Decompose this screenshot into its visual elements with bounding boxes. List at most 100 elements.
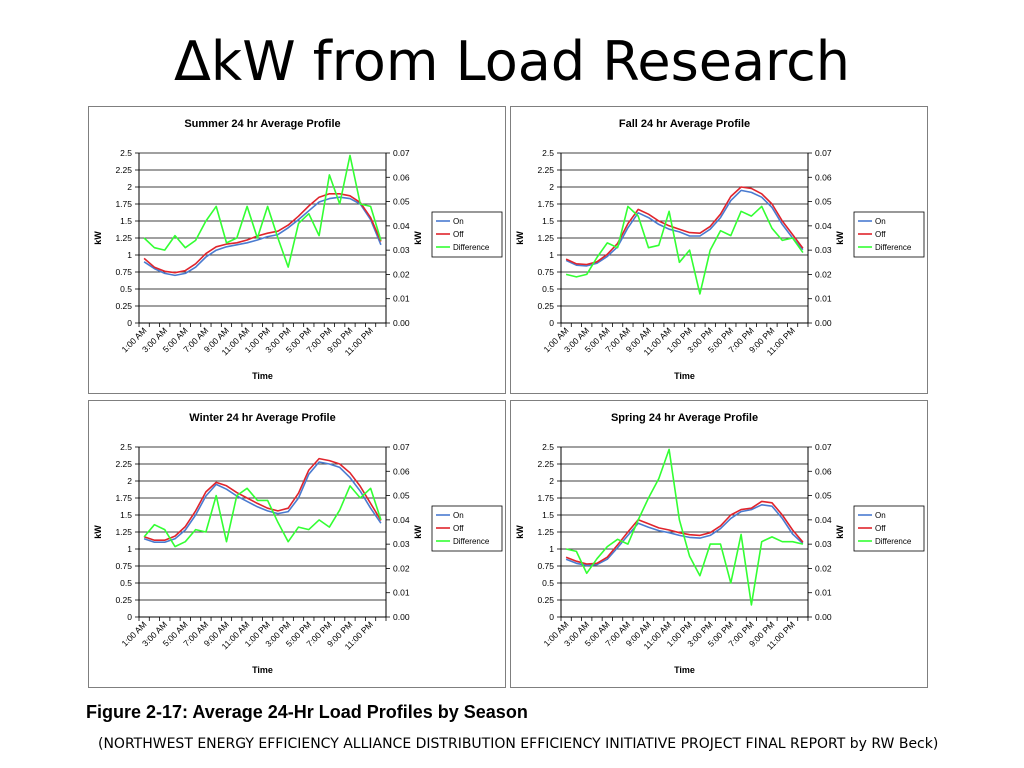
chart-title: Winter 24 hr Average Profile [189,412,335,424]
slide-title: ΔkW from Load Research [173,30,850,93]
y2-tick-label: 0.06 [393,172,410,182]
y-tick-label: 1 [549,544,554,554]
y2-tick-label: 0.05 [815,197,832,207]
y2-tick-label: 0.03 [393,539,410,549]
source-note: (NORTHWEST ENERGY EFFICIENCY ALLIANCE DI… [98,736,939,752]
y-tick-label: 0.25 [115,301,132,311]
y2-tick-label: 0.02 [393,563,410,573]
y2-tick-label: 0.03 [815,539,832,549]
y2-tick-label: 0.02 [815,269,832,279]
y2-tick-label: 0.07 [815,442,832,452]
y-tick-label: 0.5 [542,284,554,294]
y2-tick-label: 0.05 [393,491,410,501]
y-tick-label: 1 [127,544,132,554]
legend-label: Difference [453,537,490,546]
y2-tick-label: 0.04 [815,515,832,525]
y2-tick-label: 0.06 [815,172,832,182]
y-tick-label: 2.5 [120,148,132,158]
y-axis-title: kW [515,525,525,539]
series-line-difference [565,448,804,606]
y-tick-label: 1.75 [115,493,132,503]
series-line-on [143,461,382,543]
legend-label: Off [453,230,464,239]
y-tick-label: 0.5 [542,578,554,588]
spring-chart-panel: Spring 24 hr Average Profile 0 0.25 0.5 0.75… [510,400,928,688]
x-axis-title: Time [252,665,273,675]
series-line-difference [143,154,382,268]
legend-label: On [453,511,464,520]
y-tick-label: 1.5 [542,510,554,520]
y2-tick-label: 0.01 [815,294,832,304]
y-tick-label: 1.5 [120,216,132,226]
y2-tick-label: 0.00 [393,612,410,622]
y2-tick-label: 0.07 [393,148,410,158]
legend-label: On [875,511,886,520]
y-tick-label: 0.75 [115,561,132,571]
series-line-on [565,504,804,567]
y-tick-label: 0.25 [537,301,554,311]
y2-tick-label: 0.00 [393,318,410,328]
y2-tick-label: 0.00 [815,318,832,328]
y2-tick-label: 0.04 [393,515,410,525]
fall-load-profile-chart: Fall 24 hr Average Profile 0 0.25 0.5 0.75 1 1… [515,118,925,381]
y-tick-label: 0 [127,318,132,328]
y-tick-label: 2.25 [537,459,554,469]
fall-chart-panel: Fall 24 hr Average Profile 0 0.25 0.5 0.75 1 1… [510,106,928,394]
series-line-difference [143,485,382,548]
y-tick-label: 1.5 [120,510,132,520]
y2-tick-label: 0.03 [815,245,832,255]
y-tick-label: 2.5 [542,442,554,452]
y-tick-label: 1.25 [537,527,554,537]
y-tick-label: 0.75 [537,561,554,571]
figure-caption: Figure 2-17: Average 24-Hr Load Profiles… [86,702,528,722]
y-axis-title: kW [93,525,103,539]
chart-title: Fall 24 hr Average Profile [619,118,750,130]
y-tick-label: 1.25 [537,233,554,243]
y-tick-label: 0 [549,612,554,622]
winter-chart-panel: Winter 24 hr Average Profile 0 0.25 0.5 0.75… [88,400,506,688]
spring-load-profile-chart: Spring 24 hr Average Profile 0 0.25 0.5 0.75… [515,412,925,675]
y2-tick-label: 0.03 [393,245,410,255]
y-tick-label: 1 [549,250,554,260]
series-line-off [143,193,382,274]
chart-title: Spring 24 hr Average Profile [611,412,758,424]
y-tick-label: 1.75 [115,199,132,209]
y-tick-label: 2.25 [115,165,132,175]
series-line-off [565,500,804,565]
winter-load-profile-chart: Winter 24 hr Average Profile 0 0.25 0.5 0.75… [93,412,503,675]
y-tick-label: 0 [127,612,132,622]
y2-tick-label: 0.06 [815,466,832,476]
y-tick-label: 1.75 [537,493,554,503]
y-tick-label: 2 [127,476,132,486]
y2-tick-label: 0.01 [815,588,832,598]
y-tick-label: 2.5 [542,148,554,158]
summer-chart-panel: Summer 24 hr Average Profile 0 0.25 0.5 0.75… [88,106,506,394]
y2-tick-label: 0.05 [815,491,832,501]
legend-label: Difference [875,243,912,252]
y2-tick-label: 0.02 [393,269,410,279]
y2-tick-label: 0.04 [815,221,832,231]
y-tick-label: 1.25 [115,233,132,243]
legend-label: Difference [875,537,912,546]
y-tick-label: 2 [549,182,554,192]
y2-axis-title: kW [835,525,845,539]
y-tick-label: 2 [549,476,554,486]
x-axis-title: Time [252,371,273,381]
summer-load-profile-chart: Summer 24 hr Average Profile 0 0.25 0.5 0.75… [93,118,503,381]
y-tick-label: 2.5 [120,442,132,452]
y-tick-label: 1.5 [542,216,554,226]
x-axis-title: Time [674,371,695,381]
y-tick-label: 1 [127,250,132,260]
y2-tick-label: 0.07 [393,442,410,452]
y2-tick-label: 0.01 [393,588,410,598]
y2-tick-label: 0.02 [815,563,832,573]
y2-tick-label: 0.05 [393,197,410,207]
y-axis-title: kW [93,231,103,245]
y2-axis-title: kW [835,231,845,245]
legend-label: Difference [453,243,490,252]
y-tick-label: 0.25 [537,595,554,605]
y2-tick-label: 0.04 [393,221,410,231]
y-tick-label: 0 [549,318,554,328]
y2-tick-label: 0.01 [393,294,410,304]
y-axis-title: kW [515,231,525,245]
